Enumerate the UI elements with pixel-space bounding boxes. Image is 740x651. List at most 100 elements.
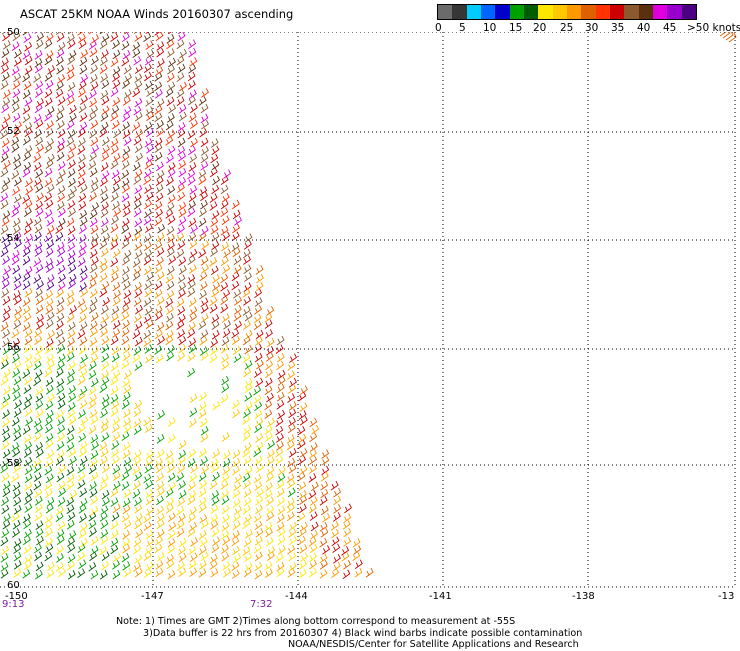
wind-barb bbox=[44, 72, 53, 82]
wind-map bbox=[0, 32, 737, 588]
wind-barb bbox=[188, 112, 197, 123]
wind-barb bbox=[210, 265, 219, 276]
wind-barb bbox=[22, 569, 31, 579]
wind-barb bbox=[46, 274, 55, 284]
wind-barb bbox=[288, 464, 297, 474]
wind-barb bbox=[78, 201, 87, 211]
wind-barb bbox=[46, 263, 54, 273]
wind-barb bbox=[35, 400, 44, 410]
wind-barb bbox=[2, 393, 11, 404]
wind-barb bbox=[288, 408, 297, 419]
wind-barb bbox=[145, 97, 154, 107]
wind-barb bbox=[199, 186, 208, 196]
wind-barb bbox=[22, 72, 31, 83]
wind-barb bbox=[253, 385, 262, 396]
wind-barb bbox=[13, 560, 22, 570]
wind-barb bbox=[110, 234, 119, 244]
wind-barb bbox=[124, 73, 132, 83]
wind-barb bbox=[67, 570, 76, 580]
wind-barb bbox=[178, 449, 187, 460]
wind-barb bbox=[287, 370, 295, 380]
wind-barb bbox=[231, 199, 240, 210]
wind-barb bbox=[287, 457, 296, 468]
wind-barb bbox=[121, 266, 130, 276]
wind-barb bbox=[55, 176, 64, 186]
wind-barb bbox=[243, 282, 252, 292]
wind-barb bbox=[154, 345, 163, 355]
wind-barb bbox=[188, 89, 197, 99]
wind-barb bbox=[111, 511, 120, 522]
wind-barb bbox=[79, 367, 88, 378]
wind-barb bbox=[77, 154, 86, 164]
wind-barb bbox=[110, 487, 119, 498]
wind-barb bbox=[45, 159, 54, 169]
wind-barb bbox=[66, 313, 75, 323]
wind-barb bbox=[110, 529, 119, 540]
wind-barb bbox=[167, 32, 172, 35]
wind-barb bbox=[145, 449, 154, 460]
wind-barb bbox=[1, 217, 10, 227]
wind-barb bbox=[200, 103, 209, 114]
wind-barb bbox=[178, 552, 187, 563]
wind-barb bbox=[287, 361, 296, 371]
wind-barb bbox=[166, 305, 174, 315]
wind-barb bbox=[11, 169, 20, 180]
wind-barb bbox=[188, 490, 197, 500]
wind-barb bbox=[24, 407, 33, 417]
wind-barb bbox=[79, 224, 87, 234]
wind-barb bbox=[100, 474, 109, 484]
wind-barb bbox=[22, 425, 31, 435]
wind-barb bbox=[177, 145, 186, 156]
wind-barb bbox=[221, 544, 229, 554]
wind-barb bbox=[34, 50, 43, 60]
wind-barb bbox=[187, 274, 196, 284]
wind-barb bbox=[188, 145, 196, 156]
wind-barb bbox=[143, 63, 152, 74]
wind-barb bbox=[198, 169, 207, 179]
wind-barb bbox=[187, 129, 196, 140]
wind-barb bbox=[255, 504, 263, 515]
wind-barb bbox=[110, 87, 119, 97]
wind-barb bbox=[134, 321, 143, 331]
wind-barb bbox=[244, 378, 253, 388]
wind-barb bbox=[55, 561, 64, 572]
wind-barb bbox=[36, 280, 44, 290]
wind-barb bbox=[89, 327, 98, 338]
legend-swatch bbox=[452, 5, 467, 19]
wind-barb bbox=[144, 545, 153, 555]
wind-barb bbox=[265, 528, 273, 538]
wind-barb bbox=[23, 207, 32, 217]
wind-barb bbox=[133, 425, 142, 435]
wind-barb bbox=[44, 537, 53, 547]
wind-barb bbox=[89, 393, 97, 404]
wind-barb bbox=[112, 66, 121, 76]
wind-barb bbox=[67, 225, 76, 236]
wind-barb bbox=[167, 64, 175, 75]
wind-barb bbox=[36, 535, 44, 546]
wind-barb bbox=[342, 569, 351, 580]
wind-barb bbox=[100, 529, 109, 539]
wind-barb bbox=[80, 73, 89, 84]
wind-barb bbox=[212, 448, 221, 459]
wind-barb bbox=[156, 58, 165, 68]
wind-barb bbox=[101, 360, 110, 371]
wind-barb bbox=[309, 559, 317, 570]
wind-barb bbox=[178, 282, 187, 292]
wind-barb bbox=[190, 119, 198, 129]
wind-barb bbox=[264, 313, 273, 323]
wind-barb bbox=[56, 48, 65, 59]
wind-barb bbox=[254, 423, 263, 433]
wind-barb bbox=[79, 447, 87, 458]
wind-barb bbox=[88, 361, 97, 371]
wind-barb bbox=[254, 481, 263, 491]
wind-barb bbox=[78, 137, 86, 147]
wind-barb bbox=[121, 335, 130, 346]
wind-barb bbox=[2, 159, 11, 170]
wind-barb bbox=[211, 274, 220, 284]
wind-barb bbox=[210, 217, 219, 228]
wind-barb bbox=[267, 439, 275, 450]
wind-barb bbox=[0, 225, 9, 235]
wind-barb bbox=[88, 385, 97, 396]
wind-barb bbox=[244, 401, 253, 412]
wind-barb bbox=[24, 473, 33, 484]
